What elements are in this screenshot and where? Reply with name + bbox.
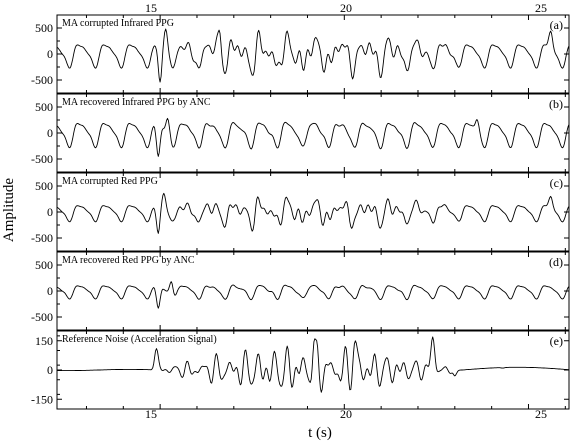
panel-tag: (b) bbox=[549, 97, 563, 111]
y-tick-label: 150 bbox=[35, 334, 53, 348]
panel-title: MA recovered Infrared PPG by ANC bbox=[62, 97, 211, 108]
y-tick-label: -500 bbox=[31, 152, 53, 166]
panel-tag: (c) bbox=[550, 176, 563, 190]
y-tick-label: 0 bbox=[47, 284, 53, 298]
panel-c: -500 0 500 MA corrupted Red PPG (c) bbox=[31, 172, 570, 252]
x-tick-label-bottom: 15 bbox=[145, 407, 157, 421]
y-tick-label: -500 bbox=[31, 310, 53, 324]
x-tick-label-top: 15 bbox=[145, 1, 157, 15]
y-tick-label: -150 bbox=[31, 392, 53, 406]
panel-tag: (d) bbox=[549, 255, 563, 269]
y-tick-label: -500 bbox=[31, 231, 53, 245]
x-tick-label-bottom: 20 bbox=[340, 407, 352, 421]
panel-tag: (e) bbox=[550, 334, 563, 348]
y-tick-label: 500 bbox=[35, 100, 53, 114]
x-axis-title: t (s) bbox=[308, 425, 332, 441]
signal-trace-b bbox=[56, 117, 570, 157]
panel-tag: (a) bbox=[550, 18, 563, 32]
signal-trace-e bbox=[57, 336, 570, 393]
x-tick-label-top: 25 bbox=[535, 1, 547, 15]
panel-title: Reference Noise (Acceleration Signal) bbox=[62, 334, 217, 345]
panel-a: -500 0 500 MA corrupted Infrared PPG (a) bbox=[31, 14, 570, 94]
panel-title: MA recovered Red PPG by ANC bbox=[62, 255, 195, 266]
panel-b: -500 0 500 MA recovered Infrared PPG by ANC… bbox=[31, 93, 570, 173]
x-tick-labels-top: 15 20 25 bbox=[145, 1, 547, 15]
panel-e: -150 0 150 Reference Noise (Acceleration Si… bbox=[31, 330, 570, 410]
signal-trace-c bbox=[56, 192, 570, 234]
panel-title: MA corrupted Red PPG bbox=[62, 176, 158, 187]
y-tick-label: 0 bbox=[47, 363, 53, 377]
y-tick-label: 0 bbox=[47, 126, 53, 140]
signal-trace-d bbox=[56, 281, 570, 309]
y-tick-label: 500 bbox=[35, 179, 53, 193]
panel-title: MA corrupted Infrared PPG bbox=[62, 18, 174, 29]
x-tick-label-top: 20 bbox=[340, 1, 352, 15]
signal-trace-a bbox=[56, 28, 570, 83]
y-tick-label: 500 bbox=[35, 21, 53, 35]
x-tick-labels-bottom: 15 20 25 bbox=[145, 407, 547, 421]
panel-d: -500 0 500 MA recovered Red PPG by ANC (d) bbox=[31, 251, 570, 331]
y-tick-label: 0 bbox=[47, 47, 53, 61]
x-tick-label-bottom: 25 bbox=[535, 407, 547, 421]
y-tick-label: -500 bbox=[31, 73, 53, 87]
y-tick-label: 500 bbox=[35, 258, 53, 272]
y-tick-label: 0 bbox=[47, 205, 53, 219]
y-axis-title: Amplitude bbox=[1, 178, 17, 243]
